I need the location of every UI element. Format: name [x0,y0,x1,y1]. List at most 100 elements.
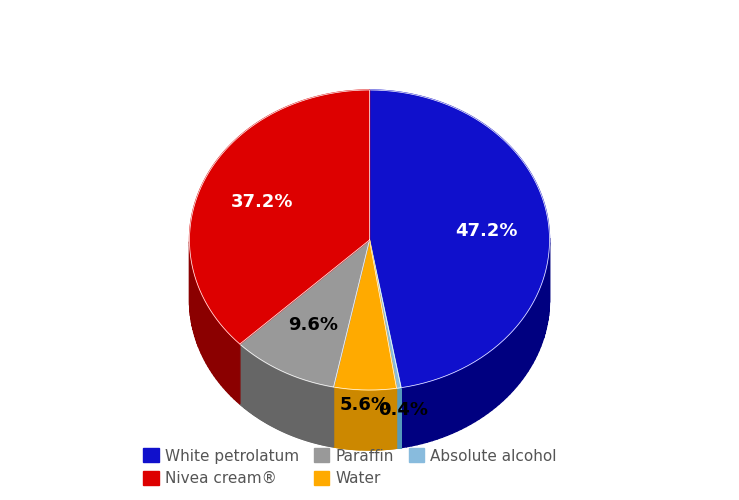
Polygon shape [313,382,315,443]
Polygon shape [247,350,248,410]
Polygon shape [275,368,276,428]
Polygon shape [301,378,302,439]
Polygon shape [327,386,328,446]
Polygon shape [522,316,525,379]
Polygon shape [528,308,531,372]
Polygon shape [265,362,267,423]
Polygon shape [269,364,270,425]
Polygon shape [296,377,297,438]
Polygon shape [201,294,203,357]
Polygon shape [542,278,544,342]
Polygon shape [401,387,406,448]
Polygon shape [256,356,257,417]
Polygon shape [259,358,260,419]
Polygon shape [302,379,303,440]
Polygon shape [248,351,249,412]
Polygon shape [503,338,506,400]
Polygon shape [311,382,313,442]
Polygon shape [257,357,258,418]
Polygon shape [274,367,275,428]
Polygon shape [241,344,242,406]
Text: 47.2%: 47.2% [454,222,517,240]
Polygon shape [258,358,259,418]
Polygon shape [318,384,319,444]
Text: 0.4%: 0.4% [378,401,428,419]
Polygon shape [203,297,205,360]
Legend: White petrolatum, Nivea cream®, Paraffin, Water, Absolute alcohol: White petrolatum, Nivea cream®, Paraffin… [137,442,563,492]
Polygon shape [250,352,251,413]
Polygon shape [237,342,240,404]
Polygon shape [309,382,310,442]
Polygon shape [331,386,333,447]
Polygon shape [475,359,479,422]
Polygon shape [517,323,520,386]
Polygon shape [244,348,245,408]
Polygon shape [520,319,522,383]
Polygon shape [290,374,291,435]
Polygon shape [278,369,279,430]
Polygon shape [325,386,326,446]
Polygon shape [447,374,452,436]
Polygon shape [285,372,286,433]
Polygon shape [214,316,217,379]
Polygon shape [315,383,316,443]
Polygon shape [252,354,253,414]
Polygon shape [324,385,325,446]
Polygon shape [226,330,228,394]
Polygon shape [513,326,517,390]
Polygon shape [251,353,252,414]
Polygon shape [197,284,199,347]
Polygon shape [280,370,282,431]
Polygon shape [323,385,324,445]
Polygon shape [254,355,255,416]
Polygon shape [308,381,309,442]
Polygon shape [263,361,264,422]
Polygon shape [406,386,412,447]
Polygon shape [452,371,457,434]
Polygon shape [303,380,304,440]
Polygon shape [292,376,293,436]
Text: 37.2%: 37.2% [231,193,293,211]
Polygon shape [293,376,294,436]
Polygon shape [240,344,241,405]
Polygon shape [537,291,539,355]
Polygon shape [297,378,298,438]
Polygon shape [300,378,301,438]
Polygon shape [510,330,513,394]
Polygon shape [546,265,547,330]
Polygon shape [268,364,269,424]
Polygon shape [506,334,510,398]
Polygon shape [412,384,417,446]
Polygon shape [370,240,401,388]
Polygon shape [461,366,466,429]
Polygon shape [442,376,447,437]
Polygon shape [288,374,289,434]
Polygon shape [417,384,422,444]
Polygon shape [223,328,226,390]
Polygon shape [316,384,318,444]
Polygon shape [273,366,274,427]
Polygon shape [245,348,246,409]
Polygon shape [242,346,243,406]
Polygon shape [253,354,254,415]
Polygon shape [320,384,321,444]
Polygon shape [319,384,320,444]
Polygon shape [294,376,295,436]
Polygon shape [267,363,268,424]
Polygon shape [264,362,265,422]
Polygon shape [495,344,500,407]
Polygon shape [491,347,495,410]
Polygon shape [246,349,247,410]
Text: 9.6%: 9.6% [288,316,338,334]
Polygon shape [422,382,427,444]
Polygon shape [547,260,548,325]
Polygon shape [307,380,308,441]
Polygon shape [210,310,212,373]
Polygon shape [483,354,488,416]
Polygon shape [192,266,193,330]
Polygon shape [200,290,201,354]
Polygon shape [231,336,234,399]
Polygon shape [261,360,262,420]
Polygon shape [488,350,491,414]
Polygon shape [262,360,263,421]
